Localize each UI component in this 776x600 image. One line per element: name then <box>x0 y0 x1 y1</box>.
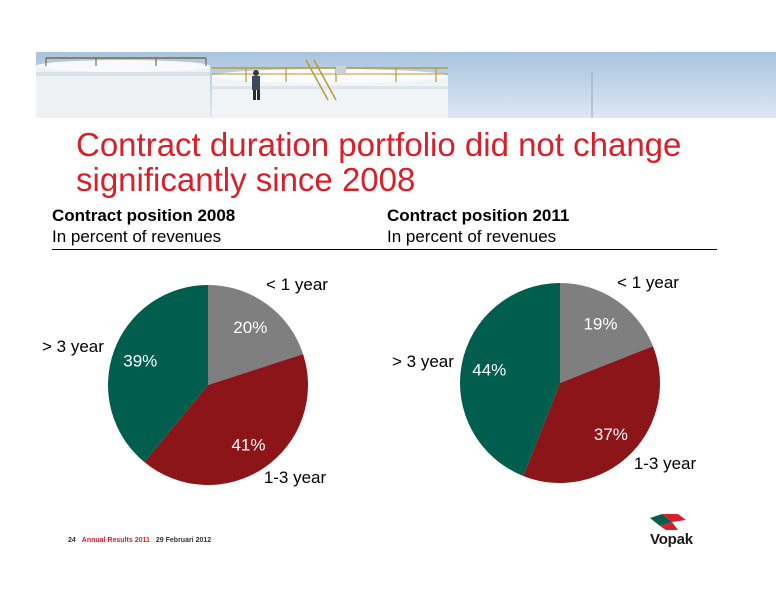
chart-subtitle-2008: In percent of revenues <box>52 226 390 250</box>
footer-date: 29 Februari 2012 <box>155 537 212 544</box>
header-photo-banner <box>36 52 776 118</box>
pie-chart-2011: 19% < 1 year 37% 1-3 year 44% > 3 year <box>392 273 697 484</box>
slide-title: Contract duration portfolio did not chan… <box>76 127 756 197</box>
pie-slice-2008-1-3-year <box>144 354 309 485</box>
slide-title-line-1: Contract duration portfolio did not chan… <box>76 126 682 163</box>
page-number: 24 <box>68 537 76 544</box>
pie-value-label-2008-0: 20% <box>233 318 267 337</box>
pie-slice-2011-1-3-year <box>523 346 661 484</box>
pie-category-label-2008-2: > 3 year <box>42 337 104 356</box>
pie-slice-2011-3-year <box>459 283 560 476</box>
chart-title-2008: Contract position 2008 <box>52 206 236 225</box>
pie-category-label-2008-0: < 1 year <box>266 275 328 294</box>
pie-category-label-2011-1: 1-3 year <box>634 454 697 473</box>
chart-subtitle-2011: In percent of revenues <box>387 226 717 250</box>
vopak-logo: Vopak <box>648 512 712 548</box>
pie-value-label-2011-0: 19% <box>583 314 617 333</box>
pie-value-label-2008-1: 41% <box>231 436 265 455</box>
pie-category-label-2011-0: < 1 year <box>617 273 679 292</box>
slide-footer: 24 Annual Results 2011 29 Februari 2012 <box>68 537 211 544</box>
chart-title-2011: Contract position 2011 <box>387 206 570 225</box>
pie-value-label-2011-1: 37% <box>594 425 628 444</box>
pie-slice-2008-1-year <box>208 285 304 385</box>
pie-category-label-2011-2: > 3 year <box>392 352 454 371</box>
storage-tanks-illustration <box>36 57 593 118</box>
vopak-logo-text: Vopak <box>650 531 693 548</box>
pie-slice-2011-1-year <box>560 283 653 383</box>
pie-value-label-2008-2: 39% <box>123 352 157 371</box>
chart-panel-2008: Contract position 2008 In percent of rev… <box>52 205 390 250</box>
pie-category-label-2008-1: 1-3 year <box>264 468 327 487</box>
pie-chart-2008: 20% < 1 year 41% 1-3 year 39% > 3 year <box>42 275 328 487</box>
chart-panel-2011: Contract position 2011 In percent of rev… <box>387 205 717 250</box>
pie-value-label-2011-2: 44% <box>472 361 506 380</box>
vopak-logo-icon <box>650 514 686 530</box>
pie-slice-2008-3-year <box>107 285 208 463</box>
slide-title-line-2: significantly since 2008 <box>76 161 416 198</box>
footer-report-name: Annual Results 2011 <box>81 537 150 544</box>
